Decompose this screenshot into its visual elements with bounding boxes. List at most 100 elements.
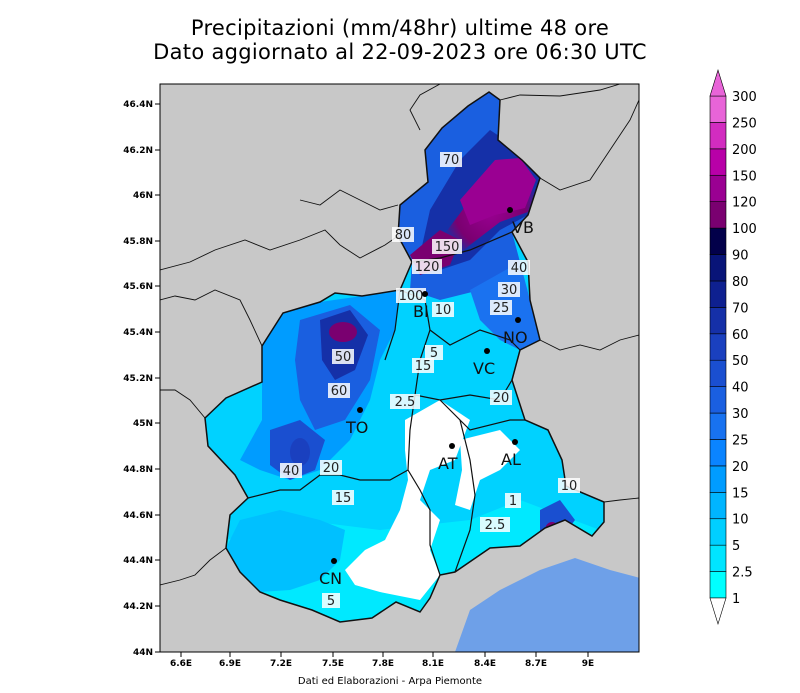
map-title: Precipitazioni (mm/48hr) ultime 48 ore xyxy=(190,16,610,40)
colorbar-label: 250 xyxy=(732,116,757,131)
colorbar-swatch xyxy=(709,386,727,414)
lon-tick-label: 7.8E xyxy=(372,659,394,669)
svg-text:5: 5 xyxy=(327,594,335,609)
contour-label: 70 xyxy=(440,152,462,168)
colorbar-swatch xyxy=(709,254,727,282)
lat-tick-label: 44.2N xyxy=(123,602,153,612)
contour-label: 20 xyxy=(490,390,512,406)
city-cn: CN xyxy=(319,558,342,588)
colorbar-swatch xyxy=(709,465,727,493)
lon-tick-label: 9E xyxy=(582,659,594,669)
colorbar-label: 100 xyxy=(732,222,757,237)
city-no: NO xyxy=(503,317,528,347)
lat-tick-label: 46.2N xyxy=(123,146,153,156)
svg-text:10: 10 xyxy=(561,479,578,494)
colorbar-label: 60 xyxy=(732,328,749,343)
contour-label: 10 xyxy=(432,302,454,318)
lon-tick-label: 8.1E xyxy=(422,659,444,669)
contour-label: 15 xyxy=(332,490,354,506)
lon-tick-label: 8.7E xyxy=(525,659,547,669)
colorbar-swatch xyxy=(709,359,727,387)
city-vc: VC xyxy=(473,348,495,378)
svg-text:20: 20 xyxy=(493,391,510,406)
lat-tick-label: 44.6N xyxy=(123,511,153,521)
city-bi: BI xyxy=(413,291,429,321)
colorbar-label: 5 xyxy=(732,539,740,554)
contour-label: 60 xyxy=(328,383,350,399)
colorbar-label: 15 xyxy=(732,486,749,501)
svg-text:40: 40 xyxy=(283,464,300,479)
lat-tick-label: 45.6N xyxy=(123,282,153,292)
colorbar-label: 50 xyxy=(732,354,749,369)
svg-text:NO: NO xyxy=(503,328,528,347)
map-border xyxy=(159,83,640,653)
contour-label: 20 xyxy=(320,460,342,476)
svg-text:VB: VB xyxy=(512,218,534,237)
svg-text:15: 15 xyxy=(415,359,432,374)
svg-text:80: 80 xyxy=(395,228,412,243)
colorbar-label: 150 xyxy=(732,169,757,184)
colorbar-label: 2.5 xyxy=(732,566,753,581)
colorbar-label: 300 xyxy=(732,90,757,105)
sea-area xyxy=(455,558,639,652)
map-subtitle: Dato aggiornato al 22-09-2023 ore 06:30 … xyxy=(153,40,647,64)
colorbar-label: 20 xyxy=(732,460,749,475)
svg-text:150: 150 xyxy=(435,240,460,255)
colorbar-max-arrow xyxy=(709,68,727,97)
colorbar-swatch xyxy=(709,95,727,123)
colorbar-swatch xyxy=(709,307,727,335)
colorbar-label: 120 xyxy=(732,196,757,211)
region-border xyxy=(204,91,605,623)
svg-text:2.5: 2.5 xyxy=(485,518,506,533)
colorbar-swatch xyxy=(709,122,727,150)
svg-text:50: 50 xyxy=(335,350,352,365)
svg-text:40: 40 xyxy=(511,261,528,276)
colorbar-label: 90 xyxy=(732,249,749,264)
lon-tick-label: 8.4E xyxy=(474,659,496,669)
colorbar-label: 80 xyxy=(732,275,749,290)
svg-text:30: 30 xyxy=(501,283,518,298)
svg-text:1: 1 xyxy=(509,494,517,509)
contour-label: 80 xyxy=(392,227,414,243)
lat-tick-label: 45.4N xyxy=(123,328,153,338)
contour-label: 2.5 xyxy=(480,517,510,533)
lat-tick-label: 45.2N xyxy=(123,374,153,384)
city-markers: VB BI NO VC TO AT AL CN xyxy=(319,207,534,588)
svg-text:70: 70 xyxy=(443,153,460,168)
lat-tick-label: 44.8N xyxy=(123,465,153,475)
svg-text:120: 120 xyxy=(415,260,440,275)
colorbar-swatch xyxy=(709,201,727,229)
lat-tick-label: 45.8N xyxy=(123,237,153,247)
colorbar-swatch xyxy=(709,333,727,361)
lon-tick-label: 7.5E xyxy=(322,659,344,669)
colorbar-swatch xyxy=(709,227,727,255)
colorbar-swatch xyxy=(709,544,727,572)
colorbar-label: 70 xyxy=(732,301,749,316)
colorbar-min-arrow xyxy=(709,597,727,626)
colorbar-label: 40 xyxy=(732,381,749,396)
contour-label: 120 xyxy=(412,259,442,275)
svg-text:2.5: 2.5 xyxy=(395,395,416,410)
colorbar-label: 10 xyxy=(732,513,749,528)
lon-tick-label: 6.9E xyxy=(219,659,241,669)
latitude-axis: 46.4N 46.2N 46N 45.8N 45.6N 45.4N 45.2N … xyxy=(123,100,153,658)
colorbar-label: 200 xyxy=(732,143,757,158)
lon-tick-label: 6.6E xyxy=(170,659,192,669)
contour-label: 50 xyxy=(332,349,354,365)
data-source-credit: Dati ed Elaborazioni - Arpa Piemonte xyxy=(297,676,483,687)
svg-text:CN: CN xyxy=(319,569,342,588)
country-borders xyxy=(160,84,639,586)
contour-label: 40 xyxy=(508,260,530,276)
contour-label: 100 xyxy=(396,288,426,304)
svg-text:100: 100 xyxy=(399,289,424,304)
colorbar: 1 2.5 5 10 15 20 25 30 40 50 60 70 80 90 100 120 150 200 2… xyxy=(709,68,757,626)
lat-tick-label: 45N xyxy=(133,419,153,429)
svg-text:10: 10 xyxy=(435,303,452,318)
colorbar-swatch xyxy=(709,439,727,467)
svg-text:5: 5 xyxy=(430,346,438,361)
city-to: TO xyxy=(345,407,368,437)
colorbar-swatch xyxy=(709,174,727,202)
lat-tick-label: 46.4N xyxy=(123,100,153,110)
colorbar-swatch xyxy=(709,571,727,599)
svg-text:25: 25 xyxy=(493,301,510,316)
